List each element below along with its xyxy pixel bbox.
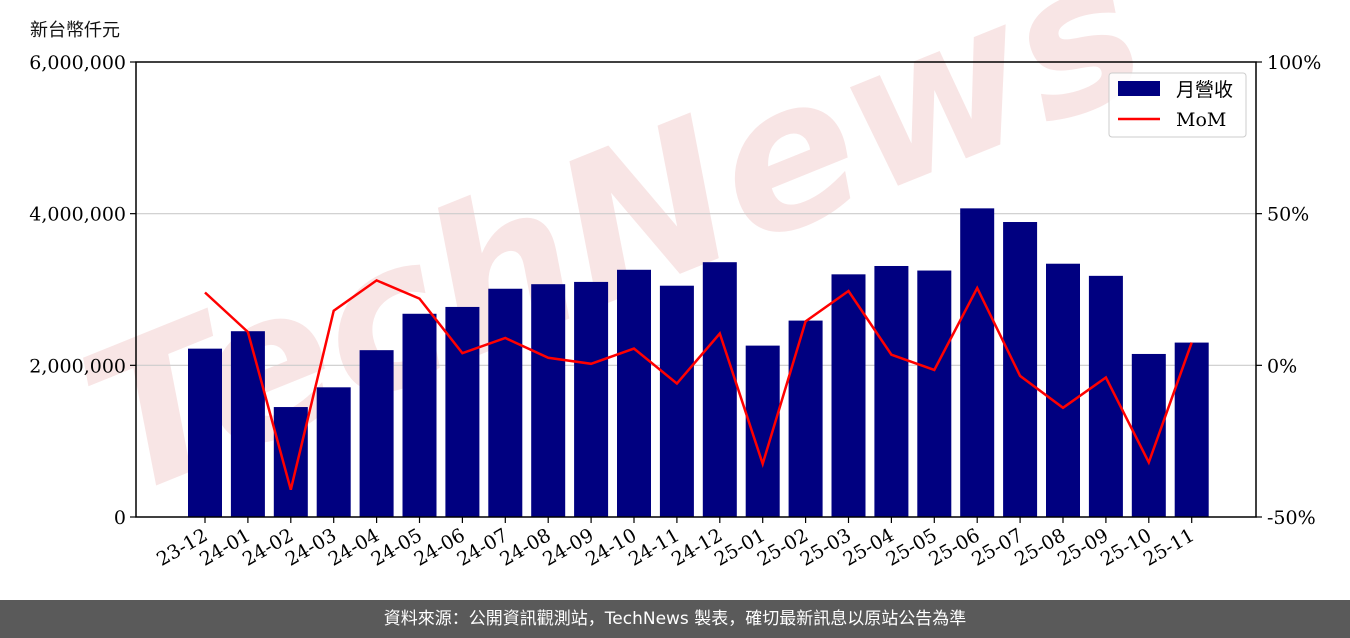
- y-right-tick-label: 0%: [1267, 355, 1297, 377]
- bar-24-09: [574, 281, 609, 517]
- bar-24-12: [702, 262, 737, 517]
- x-tick-label: 25-11: [1140, 524, 1198, 570]
- bar-24-04: [359, 350, 394, 517]
- y-left-tick-label: 4,000,000: [29, 204, 126, 226]
- bar-25-03: [831, 274, 866, 517]
- bar-25-08: [1046, 263, 1080, 517]
- bar-24-08: [531, 284, 566, 517]
- bar-24-02: [273, 407, 308, 517]
- y-axis-right: -50% 0% 50% 100%: [1256, 52, 1321, 529]
- y-axis-unit-label: 新台幣仟元: [30, 20, 120, 41]
- bar-24-01: [230, 331, 265, 517]
- bar-25-06: [960, 208, 995, 517]
- mom-line: [204, 278, 1193, 491]
- legend-label-revenue: 月營收: [1176, 79, 1233, 101]
- y-right-tick-label: -50%: [1267, 507, 1316, 529]
- x-axis: 23-1224-0124-0224-0324-0424-0524-0624-07…: [153, 517, 1198, 571]
- bar-25-04: [874, 265, 909, 517]
- bar-24-07: [488, 288, 523, 517]
- plot-frame: [135, 61, 1257, 518]
- bar-23-12: [188, 348, 222, 517]
- bar-25-05: [917, 270, 952, 517]
- bar-25-07: [1003, 222, 1038, 517]
- source-footer: 資料來源：公開資訊觀測站，TechNews 製表，確切最新訊息以原站公告為準: [0, 600, 1350, 638]
- bar-series: [188, 208, 1209, 517]
- y-right-tick-label: 50%: [1267, 204, 1309, 226]
- bar-25-11: [1174, 342, 1209, 517]
- bar-24-03: [316, 387, 351, 517]
- y-left-tick-label: 2,000,000: [29, 355, 126, 377]
- legend-swatch-revenue: [1118, 81, 1160, 96]
- y-left-tick-label: 6,000,000: [29, 52, 126, 74]
- bar-25-02: [788, 320, 823, 517]
- bar-24-06: [445, 306, 480, 517]
- bar-25-09: [1088, 275, 1123, 517]
- bar-24-11: [659, 285, 694, 517]
- legend-label-mom: MoM: [1176, 109, 1226, 131]
- bar-24-10: [617, 269, 651, 517]
- mom-line-series: [204, 278, 1193, 491]
- legend: 月營收 MoM: [1108, 72, 1247, 138]
- y-left-tick-label: 0: [114, 507, 126, 529]
- bar-25-10: [1131, 353, 1166, 517]
- y-axis-left: 0 2,000,000 4,000,000 6,000,000: [29, 52, 136, 529]
- y-right-tick-label: 100%: [1267, 52, 1321, 74]
- bar-24-05: [402, 313, 437, 517]
